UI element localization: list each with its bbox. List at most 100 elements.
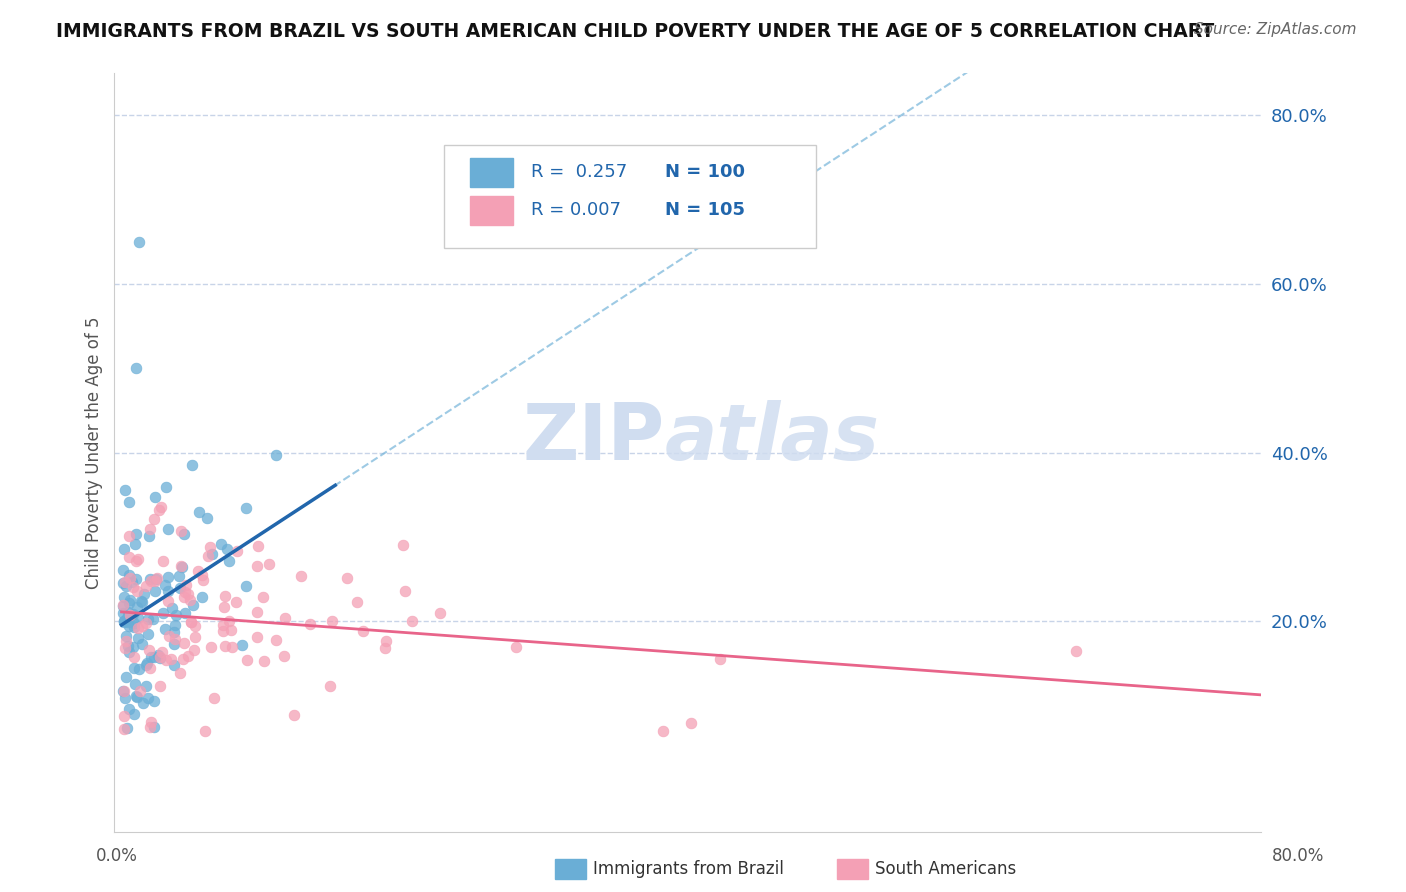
- Point: [157, 584, 180, 599]
- Point: [179, 593, 201, 607]
- FancyBboxPatch shape: [470, 196, 513, 225]
- Point: [142, 612, 165, 626]
- Point: [236, 653, 259, 667]
- Point: [135, 679, 157, 693]
- Point: [394, 584, 416, 599]
- Point: [231, 638, 253, 652]
- Point: [139, 522, 162, 536]
- Point: [127, 690, 149, 704]
- Point: [152, 606, 174, 620]
- Point: [180, 615, 202, 629]
- Point: [217, 541, 239, 556]
- Point: [374, 640, 396, 655]
- Point: [136, 627, 159, 641]
- Point: [190, 590, 212, 604]
- Point: [429, 607, 451, 621]
- Point: [375, 634, 398, 648]
- Point: [163, 624, 186, 639]
- Point: [252, 654, 274, 668]
- Point: [118, 495, 141, 509]
- Point: [115, 611, 138, 625]
- Point: [709, 652, 731, 666]
- Point: [219, 624, 242, 638]
- Point: [112, 614, 135, 628]
- Point: [117, 639, 139, 653]
- Point: [165, 632, 187, 646]
- Point: [176, 577, 198, 591]
- Point: [146, 648, 169, 662]
- Point: [169, 665, 191, 680]
- Point: [143, 694, 166, 708]
- Point: [121, 640, 143, 655]
- Point: [1064, 644, 1087, 658]
- Point: [148, 503, 170, 517]
- Point: [157, 594, 180, 608]
- Point: [214, 589, 236, 603]
- Point: [191, 574, 214, 588]
- Point: [155, 653, 177, 667]
- Point: [157, 569, 180, 583]
- Point: [115, 629, 138, 643]
- Point: [264, 448, 287, 462]
- Point: [181, 458, 204, 473]
- Point: [115, 579, 138, 593]
- Point: [273, 648, 295, 663]
- Point: [149, 650, 172, 665]
- Point: [167, 569, 190, 583]
- Point: [141, 574, 163, 588]
- Point: [246, 559, 269, 574]
- Point: [200, 640, 222, 655]
- FancyBboxPatch shape: [443, 145, 817, 248]
- Point: [111, 576, 134, 591]
- Point: [218, 554, 240, 568]
- Point: [127, 631, 149, 645]
- Point: [218, 614, 240, 628]
- Point: [201, 547, 224, 561]
- Point: [128, 662, 150, 676]
- Point: [174, 606, 197, 620]
- Point: [505, 640, 527, 654]
- Point: [114, 641, 136, 656]
- Point: [173, 527, 195, 541]
- Point: [180, 615, 202, 629]
- Point: [155, 480, 177, 494]
- Point: [150, 500, 173, 514]
- Text: R =  0.257: R = 0.257: [530, 163, 627, 181]
- Point: [264, 633, 287, 648]
- Point: [651, 724, 673, 739]
- Point: [135, 580, 157, 594]
- Point: [127, 551, 149, 566]
- Point: [128, 235, 150, 249]
- Point: [134, 587, 156, 601]
- Point: [198, 540, 221, 554]
- Point: [209, 537, 232, 551]
- Point: [172, 652, 194, 666]
- Point: [136, 656, 159, 670]
- Point: [157, 521, 180, 535]
- Point: [118, 529, 141, 543]
- Point: [235, 501, 257, 516]
- Point: [299, 616, 322, 631]
- Point: [188, 505, 211, 519]
- Point: [124, 661, 146, 675]
- Point: [118, 644, 141, 658]
- Text: N = 105: N = 105: [665, 202, 745, 219]
- Point: [136, 612, 159, 626]
- Point: [117, 605, 139, 619]
- Point: [283, 708, 305, 723]
- Point: [125, 361, 148, 376]
- Point: [163, 657, 186, 672]
- Text: N = 100: N = 100: [665, 163, 745, 181]
- Point: [135, 615, 157, 630]
- Point: [157, 629, 180, 643]
- Point: [112, 684, 135, 698]
- Point: [173, 636, 195, 650]
- Point: [150, 645, 173, 659]
- Point: [202, 691, 225, 706]
- Point: [118, 593, 141, 607]
- Point: [122, 706, 145, 721]
- Point: [173, 584, 195, 599]
- Point: [191, 568, 214, 582]
- Text: ZIP: ZIP: [523, 400, 665, 475]
- Point: [111, 563, 134, 577]
